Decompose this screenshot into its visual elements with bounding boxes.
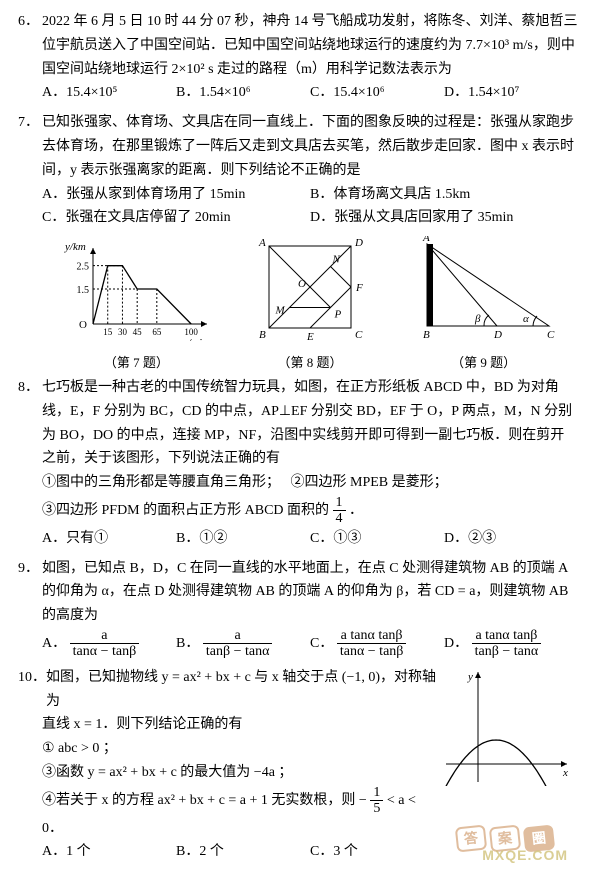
q8-number: 8．	[18, 376, 42, 471]
svg-text:45: 45	[133, 327, 143, 337]
svg-text:β: β	[474, 313, 481, 325]
q7-opt-d: D．张强从文具店回家用了 35min	[310, 206, 578, 230]
q7-opt-b: B．体育场离文具店 1.5km	[310, 183, 578, 207]
q8-stmt-3b: ．	[349, 503, 363, 518]
q7-number: 7．	[18, 111, 42, 182]
svg-text:30: 30	[118, 327, 128, 337]
figure-9: A B C Dα β （第 9 题）	[409, 236, 559, 374]
watermark-url: MXQE.COM	[482, 844, 568, 868]
q8-opt-d: D．②③	[444, 527, 578, 551]
q8-stmt-3-frac: 1 4	[333, 495, 346, 527]
svg-text:x: x	[562, 767, 568, 779]
svg-text:α: α	[523, 313, 529, 325]
figure-8: A B C D E F O P M N （第 8 题）	[250, 236, 370, 374]
svg-text:D: D	[354, 237, 363, 249]
svg-text:M: M	[274, 305, 285, 317]
svg-text:C: C	[547, 329, 555, 341]
caption-9: （第 9 题）	[409, 352, 559, 374]
svg-text:y/km: y/km	[64, 241, 86, 253]
q10-stmt-4a: ④若关于 x 的方程 ax² + bx + c = a + 1 无实数根，则 −	[42, 793, 367, 808]
svg-text:y: y	[467, 671, 473, 683]
caption-7: （第 7 题）	[61, 352, 211, 374]
question-7: 7． 已知张强家、体育场、文具店在同一直线上．下面的图象反映的过程是：张强从家跑…	[18, 111, 578, 230]
q10-text: 如图，已知抛物线 y = ax² + bx + c 与 x 轴交于点 (−1, …	[46, 666, 438, 714]
q8-diagram: A B C D E F O P M N	[250, 236, 370, 341]
q8-stmt-3a: ③四边形 PFDM 的面积占正方形 ABCD 面积的	[42, 503, 333, 518]
svg-text:C: C	[355, 329, 363, 341]
q8-opt-c: C．①③	[310, 527, 444, 551]
q10-opt-c: C．3 个	[310, 840, 444, 864]
svg-text:15: 15	[104, 327, 114, 337]
q7-opt-c: C．张强在文具店停留了 20min	[42, 206, 310, 230]
svg-text:D: D	[493, 329, 502, 341]
figure-row: Oy/km x/min 1.5 2.5 15 30 45 65 100 （第 7 题） A B C D…	[42, 236, 578, 374]
q9-text: 如图，已知点 B，D，C 在同一直线的水平地面上，在点 C 处测得建筑物 AB …	[42, 557, 578, 628]
q8-opt-a: A．只有①	[42, 527, 176, 551]
caption-8: （第 8 题）	[250, 352, 370, 374]
figure-7: Oy/km x/min 1.5 2.5 15 30 45 65 100 （第 7 题）	[61, 236, 211, 374]
svg-text:A: A	[422, 236, 430, 244]
svg-text:100: 100	[185, 327, 199, 337]
svg-text:1.5: 1.5	[77, 285, 90, 296]
q10-text2: 直线 x = 1．则下列结论正确的有	[42, 713, 438, 737]
q9-number: 9．	[18, 557, 42, 628]
q10-stmt-3: ③函数 y = ax² + bx + c 的最大值为 −4a ；	[42, 761, 438, 785]
q9-opt-d: D． a tanα tanβtanβ − tanα	[444, 628, 578, 660]
question-9: 9． 如图，已知点 B，D，C 在同一直线的水平地面上，在点 C 处测得建筑物 …	[18, 557, 578, 660]
svg-text:P: P	[333, 309, 341, 321]
q7-text: 已知张强家、体育场、文具店在同一直线上．下面的图象反映的过程是：张强从家跑步去体…	[42, 111, 578, 182]
question-8: 8． 七巧板是一种古老的中国传统智力玩具，如图，在正方形纸板 ABCD 中，BD…	[18, 376, 578, 551]
svg-text:B: B	[423, 329, 430, 341]
q9-diagram: A B C Dα β	[409, 236, 559, 341]
q10-opt-b: B．2 个	[176, 840, 310, 864]
q6-number: 6．	[18, 10, 42, 81]
q10-stmt-4-frac: 1 5	[370, 785, 383, 817]
q6-opt-b: B．1.54×10⁶	[176, 81, 310, 105]
q7-chart: Oy/km x/min 1.5 2.5 15 30 45 65 100	[61, 236, 211, 341]
q6-opt-d: D．1.54×10⁷	[444, 81, 578, 105]
q10-chart: xy	[438, 666, 573, 786]
svg-text:x/min: x/min	[182, 337, 208, 341]
q10-number: 10．	[18, 666, 46, 714]
q6-opt-c: C．15.4×10⁶	[310, 81, 444, 105]
q8-opt-b: B．①②	[176, 527, 310, 551]
question-6: 6． 2022 年 6 月 5 日 10 时 44 分 07 秒，神舟 14 号…	[18, 10, 578, 105]
svg-text:O: O	[79, 319, 87, 331]
svg-text:2.5: 2.5	[77, 262, 90, 273]
q8-stmt-2: ②四边形 MPEB 是菱形；	[291, 475, 448, 490]
svg-text:B: B	[259, 329, 266, 341]
svg-text:E: E	[306, 331, 314, 341]
q10-stmt-1: ① abc > 0 ；	[42, 737, 438, 761]
q6-text: 2022 年 6 月 5 日 10 时 44 分 07 秒，神舟 14 号飞船成…	[42, 10, 578, 81]
q9-opt-a: A． atanα − tanβ	[42, 628, 176, 660]
svg-text:65: 65	[153, 327, 163, 337]
q8-text: 七巧板是一种古老的中国传统智力玩具，如图，在正方形纸板 ABCD 中，BD 为对…	[42, 376, 578, 471]
svg-text:A: A	[258, 237, 266, 249]
q9-opt-c: C． a tanα tanβtanα − tanβ	[310, 628, 444, 660]
svg-text:F: F	[355, 282, 363, 294]
svg-text:O: O	[298, 278, 306, 290]
q7-opt-a: A．张强从家到体育场用了 15min	[42, 183, 310, 207]
q8-stmt-1: ①图中的三角形都是等腰直角三角形；	[42, 475, 280, 490]
q9-opt-b: B． atanβ − tanα	[176, 628, 310, 660]
q6-opt-a: A．15.4×10⁵	[42, 81, 176, 105]
q10-opt-a: A．1 个	[42, 840, 176, 864]
svg-text:N: N	[331, 254, 340, 266]
